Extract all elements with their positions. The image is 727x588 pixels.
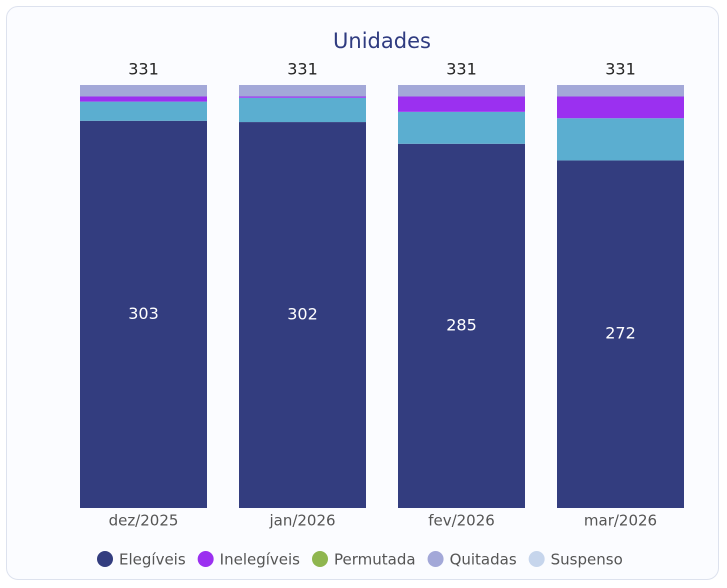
x-tick-label: dez/2025 <box>109 512 179 530</box>
legend-swatch <box>97 551 113 567</box>
bar-segment <box>557 160 684 508</box>
bar-segment <box>557 118 684 161</box>
bar-segment <box>239 96 366 98</box>
data-label: 272 <box>605 324 636 343</box>
total-label: 331 <box>446 60 477 79</box>
legend-swatch <box>312 551 328 567</box>
bar-segment <box>239 85 366 97</box>
chart-title: Unidades <box>333 29 431 53</box>
legend-label: Quitadas <box>450 551 517 569</box>
bar-segment <box>398 143 525 508</box>
x-tick-label: jan/2026 <box>268 512 335 530</box>
data-label: 303 <box>128 304 159 323</box>
x-tick-label: fev/2026 <box>428 512 495 530</box>
total-label: 331 <box>128 60 159 79</box>
bar-segment <box>80 96 207 102</box>
legend-label: Inelegíveis <box>220 551 301 569</box>
total-label: 331 <box>605 60 636 79</box>
legend-label: Elegíveis <box>119 551 186 569</box>
x-tick-label: mar/2026 <box>584 512 657 530</box>
bar-segment <box>239 122 366 508</box>
legend-swatch <box>197 551 214 567</box>
bar-segment <box>80 120 207 509</box>
bar-segment <box>398 96 525 112</box>
bar-segment <box>80 101 207 121</box>
legend-label: Permutada <box>334 551 416 569</box>
legend-label: Suspenso <box>551 551 623 569</box>
data-label: 285 <box>446 315 477 334</box>
bar-segment <box>398 111 525 144</box>
bar-segment <box>398 85 525 97</box>
legend-swatch <box>528 551 545 567</box>
bar-segment <box>557 96 684 119</box>
legend-swatch <box>427 551 444 567</box>
bar-segment <box>557 85 684 97</box>
total-label: 331 <box>287 60 318 79</box>
bar-segment <box>80 85 207 97</box>
data-label: 302 <box>287 305 318 324</box>
bar-segment <box>239 97 366 123</box>
